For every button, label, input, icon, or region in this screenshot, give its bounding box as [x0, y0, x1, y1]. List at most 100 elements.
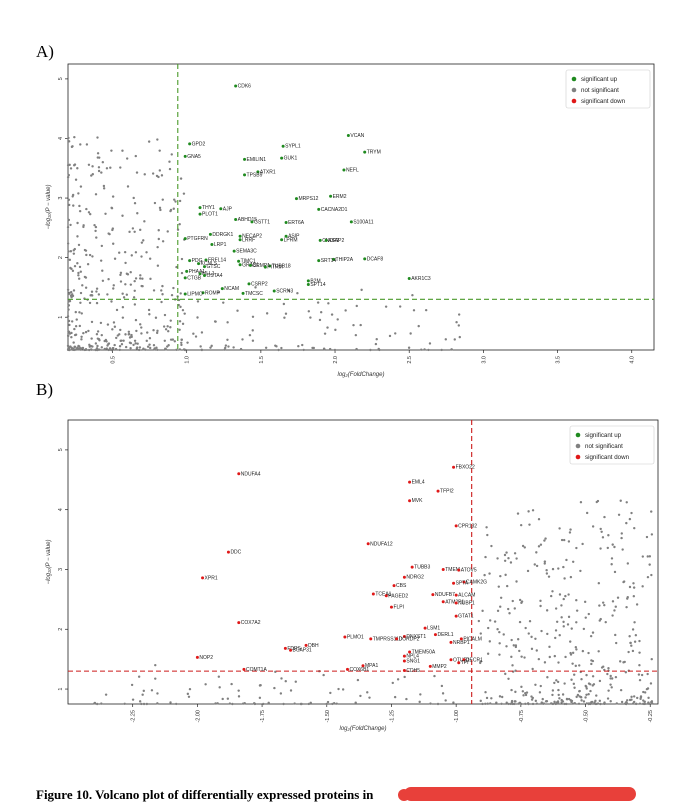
ns-point — [545, 569, 548, 572]
ns-point — [140, 326, 143, 329]
ns-point — [589, 634, 593, 638]
ns-point — [154, 316, 158, 319]
ns-point — [112, 242, 115, 245]
significant-point — [318, 238, 322, 242]
point-label: NDUFA4 — [241, 471, 261, 477]
ns-point — [549, 594, 553, 598]
ns-point — [129, 346, 132, 350]
ns-point — [178, 328, 181, 331]
ns-point — [284, 312, 288, 315]
ns-point — [611, 614, 614, 617]
ns-point — [90, 345, 93, 348]
significant-point — [289, 648, 293, 652]
ns-point — [179, 292, 182, 295]
significant-point — [402, 669, 406, 673]
point-label: NDUFA12 — [370, 541, 393, 547]
ns-point — [479, 699, 482, 703]
ns-point — [147, 140, 151, 143]
ns-point — [617, 513, 621, 517]
ns-point — [627, 650, 630, 654]
ns-point — [259, 684, 262, 687]
ns-point — [360, 288, 363, 292]
ns-point — [610, 686, 613, 689]
legend-marker-down — [571, 98, 577, 104]
x-tick-label: 3.0 — [481, 356, 487, 364]
ns-point — [499, 574, 502, 578]
ns-point — [484, 555, 487, 559]
point-label: AJP — [223, 206, 233, 212]
ns-point — [394, 332, 397, 335]
ns-point — [645, 535, 649, 539]
point-label: TPSB9 — [247, 172, 263, 178]
ns-point — [489, 702, 492, 705]
point-label: FLPI — [393, 605, 404, 611]
ns-point — [89, 212, 92, 216]
ns-point — [149, 346, 152, 350]
ns-point — [110, 206, 113, 210]
ns-point — [398, 305, 402, 308]
ns-point — [551, 693, 554, 697]
ns-point — [73, 348, 76, 352]
significant-point — [402, 634, 406, 638]
ns-point — [499, 596, 503, 599]
ns-point — [538, 691, 542, 694]
ns-point — [337, 687, 340, 691]
significant-point — [201, 576, 205, 580]
ns-point — [79, 185, 83, 188]
ns-point — [254, 286, 257, 289]
ns-point — [411, 294, 414, 297]
ns-point — [96, 330, 100, 333]
point-label: FDPS — [287, 646, 301, 652]
significant-point — [363, 257, 367, 261]
ns-point — [160, 300, 163, 304]
point-label: PDG — [192, 258, 203, 264]
ns-point — [251, 315, 255, 319]
ns-point — [419, 693, 422, 696]
ns-point — [646, 672, 649, 676]
ns-point — [124, 283, 127, 286]
ns-point — [560, 701, 563, 704]
ns-point — [504, 672, 507, 676]
point-label: ERM2 — [333, 194, 347, 200]
ns-point — [156, 702, 159, 705]
ns-point — [130, 254, 133, 257]
ns-point — [526, 569, 530, 573]
significant-point — [436, 489, 440, 493]
ns-point — [522, 694, 525, 697]
ns-point — [535, 649, 538, 652]
ns-point — [585, 693, 588, 696]
legend-label-down: significant down — [581, 98, 626, 105]
x-tick-label: 2.0 — [333, 356, 339, 364]
significant-point — [346, 134, 350, 137]
ns-point — [87, 348, 91, 352]
ns-point — [110, 300, 113, 303]
ns-point — [142, 702, 146, 706]
ns-point — [67, 173, 70, 177]
ns-point — [67, 308, 70, 311]
point-label: CNDP2 — [322, 238, 339, 244]
point-label: NPL4 — [406, 654, 419, 660]
ns-point — [232, 346, 235, 349]
ns-point — [614, 633, 617, 637]
ns-point — [282, 702, 285, 706]
ns-point — [121, 214, 124, 217]
ns-point — [534, 683, 537, 687]
ns-point — [139, 277, 142, 280]
ns-point — [613, 570, 617, 574]
ns-point — [326, 700, 330, 704]
significant-point — [441, 600, 445, 604]
ns-point — [100, 702, 103, 705]
significant-point — [433, 633, 437, 637]
ns-point — [575, 598, 578, 602]
ns-point — [537, 518, 541, 521]
significant-point — [232, 249, 236, 253]
ns-point — [557, 567, 560, 570]
x-tick-label: -1.75 — [260, 710, 266, 723]
ns-point — [152, 344, 156, 347]
ns-point — [580, 678, 583, 681]
ns-point — [510, 688, 513, 692]
ns-point — [73, 327, 76, 331]
ns-point — [405, 697, 408, 701]
ns-point — [66, 164, 70, 167]
ns-point — [620, 532, 623, 535]
